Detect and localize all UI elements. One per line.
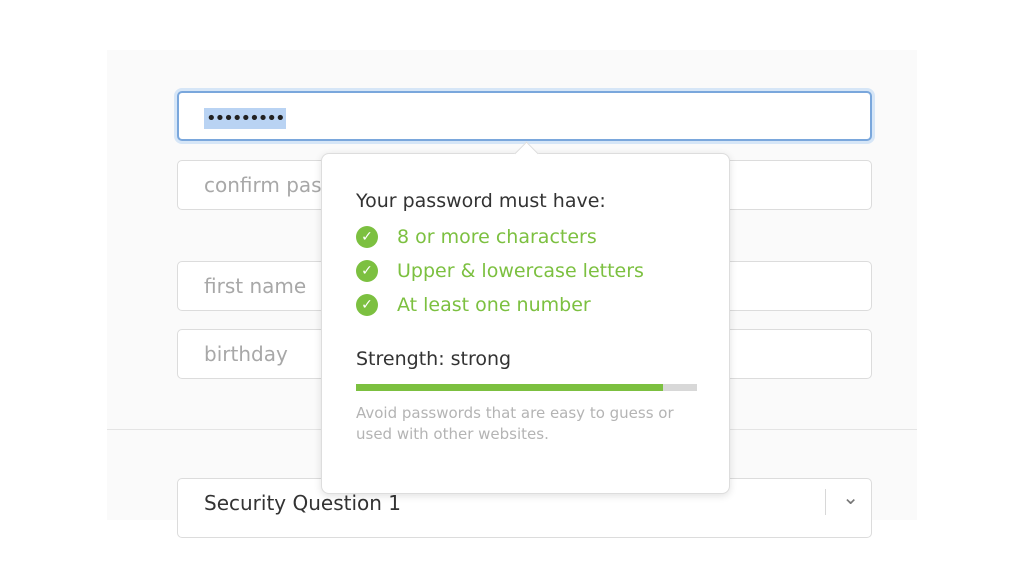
requirement-label: 8 or more characters — [397, 226, 597, 248]
check-icon: ✓ — [356, 226, 378, 248]
chevron-down-icon[interactable]: ⌄ — [842, 485, 859, 509]
check-icon: ✓ — [356, 294, 378, 316]
popover-title: Your password must have: — [356, 190, 606, 212]
strength-label: Strength: strong — [356, 348, 512, 370]
password-field[interactable]: ••••••••• — [177, 91, 872, 141]
strength-meter — [356, 384, 697, 391]
security-question-value: Security Question 1 — [204, 491, 402, 515]
check-icon: ✓ — [356, 260, 378, 282]
password-hint: Avoid passwords that are easy to guess o… — [356, 404, 674, 443]
requirement-item: ✓ 8 or more characters — [356, 220, 695, 254]
requirement-item: ✓ At least one number — [356, 288, 695, 322]
strength-meter-fill — [356, 384, 663, 391]
requirement-label: At least one number — [397, 294, 591, 316]
password-value: ••••••••• — [204, 108, 286, 129]
password-requirements-popover: Your password must have: ✓ 8 or more char… — [321, 141, 730, 494]
requirement-item: ✓ Upper & lowercase letters — [356, 254, 695, 288]
requirement-label: Upper & lowercase letters — [397, 260, 644, 282]
first-name-placeholder: first name — [204, 274, 307, 298]
birthday-placeholder: birthday — [204, 342, 288, 366]
select-separator — [825, 489, 826, 515]
